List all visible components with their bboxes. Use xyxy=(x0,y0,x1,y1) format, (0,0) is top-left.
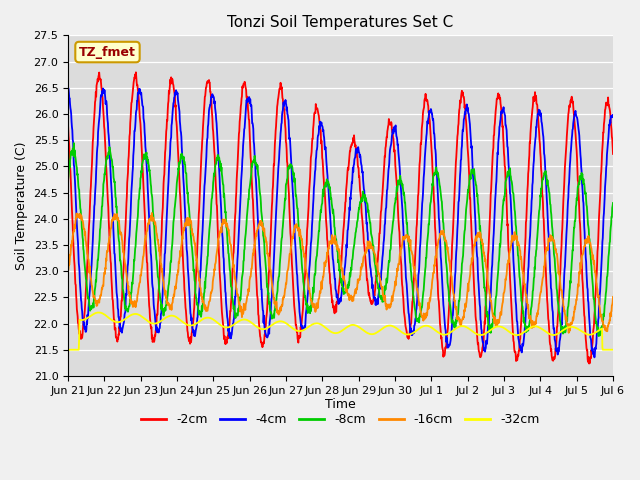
Text: TZ_fmet: TZ_fmet xyxy=(79,46,136,59)
Y-axis label: Soil Temperature (C): Soil Temperature (C) xyxy=(15,142,28,270)
Title: Tonzi Soil Temperatures Set C: Tonzi Soil Temperatures Set C xyxy=(227,15,454,30)
X-axis label: Time: Time xyxy=(325,398,356,411)
Legend: -2cm, -4cm, -8cm, -16cm, -32cm: -2cm, -4cm, -8cm, -16cm, -32cm xyxy=(136,408,545,431)
